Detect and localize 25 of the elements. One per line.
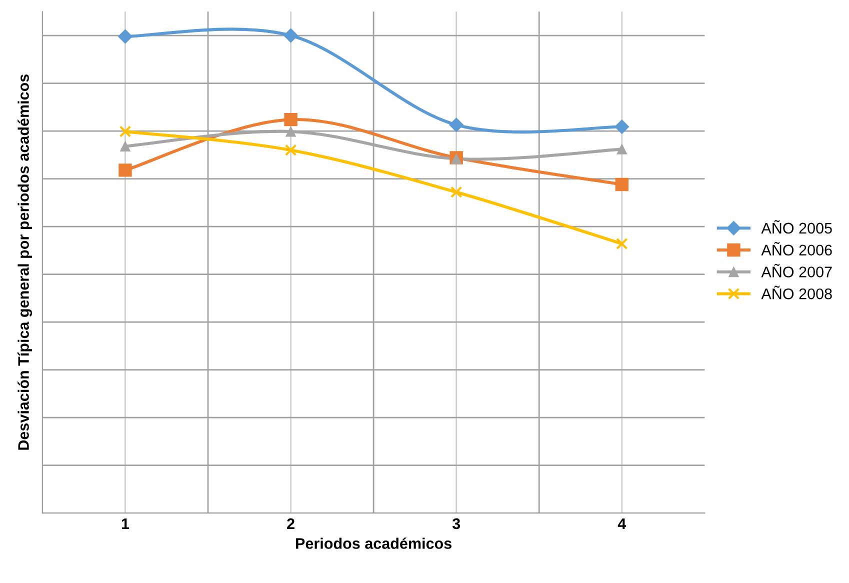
x-tick-label: 1 — [122, 518, 130, 529]
point — [284, 144, 297, 156]
x-tick-label: 2 — [287, 518, 294, 529]
legend-label: AÑO 2006 — [761, 242, 832, 256]
point — [616, 238, 628, 250]
point — [119, 126, 132, 138]
point — [120, 141, 130, 152]
point — [616, 144, 628, 154]
point — [284, 112, 298, 126]
legend-label: AÑO 2008 — [761, 286, 832, 300]
point — [450, 186, 462, 198]
point — [118, 164, 132, 177]
point — [451, 154, 462, 164]
legend-label: AÑO 2005 — [761, 220, 832, 234]
legend-label: AÑO 2007 — [761, 264, 832, 278]
point — [614, 120, 630, 134]
point — [615, 178, 628, 192]
point — [286, 126, 296, 137]
point — [118, 29, 132, 44]
point — [284, 28, 298, 43]
x-tick-label: 3 — [452, 518, 460, 530]
y-axis-title: Desviación Típica general por periodos académicos — [18, 74, 32, 450]
x-axis-title: Periodos académicos — [296, 538, 452, 549]
x-tick-label: 4 — [618, 518, 626, 529]
point — [449, 118, 464, 132]
